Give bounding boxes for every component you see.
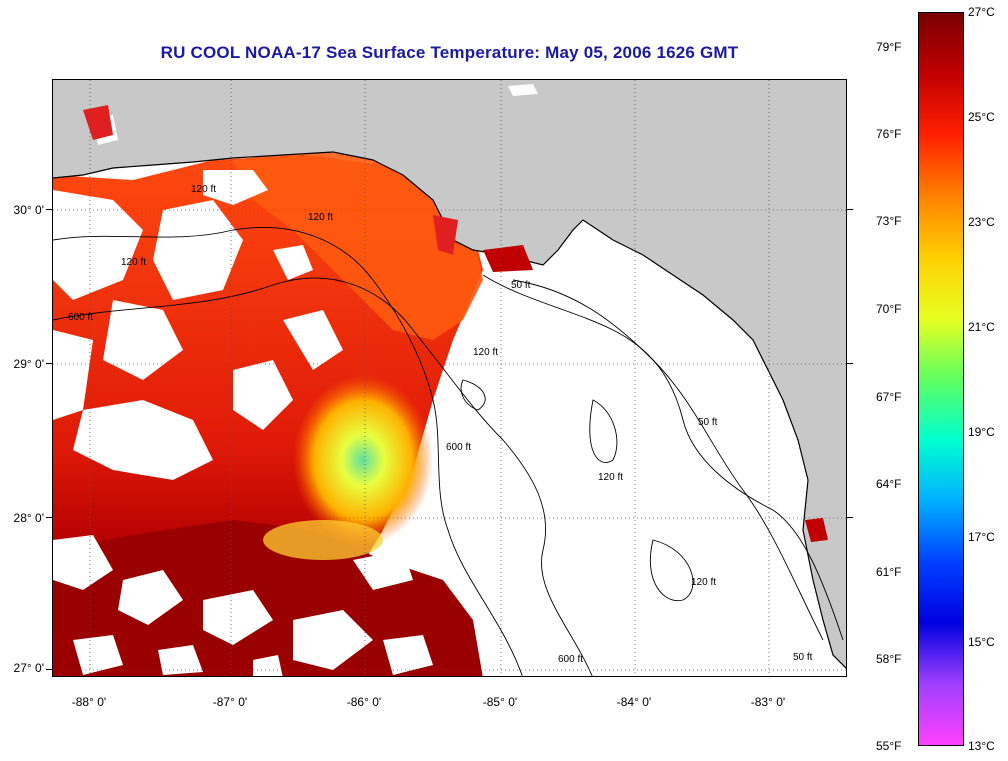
- contour-label: 120 ft: [191, 184, 216, 195]
- colorbar-c-label: 21°C: [968, 320, 995, 334]
- colorbar-f-label: 55°F: [876, 739, 902, 753]
- lon-label: -84° 0': [616, 695, 652, 709]
- colorbar-f-label: 67°F: [876, 390, 902, 404]
- lon-label: -85° 0': [482, 695, 518, 709]
- colorbar-c-label: 15°C: [968, 635, 995, 649]
- sst-map[interactable]: 120 ft 120 ft 120 ft 50 ft 600 ft 120 ft…: [52, 79, 847, 677]
- contour-label: 120 ft: [308, 212, 333, 223]
- lat-label: 29° 0': [13, 357, 44, 371]
- lat-label: 27° 0': [13, 661, 44, 675]
- bathymetry-contours: [53, 227, 844, 676]
- land-coast-north: [53, 80, 846, 668]
- contour-label: 600 ft: [558, 654, 583, 665]
- contour-label: 600 ft: [446, 442, 471, 453]
- colorbar-f-label: 64°F: [876, 477, 902, 491]
- contour-label: 120 ft: [121, 257, 146, 268]
- contour-label: 120 ft: [473, 347, 498, 358]
- contour-labels: 120 ft 120 ft 120 ft 50 ft 600 ft 120 ft…: [68, 184, 813, 665]
- colorbar-f-label: 58°F: [876, 652, 902, 666]
- lon-label: -88° 0': [71, 695, 107, 709]
- coastal-bay: [805, 518, 828, 542]
- lon-label: -83° 0': [750, 695, 786, 709]
- colorbar-c-label: 23°C: [968, 215, 995, 229]
- colorbar-f-label: 61°F: [876, 565, 902, 579]
- coastal-bay: [83, 105, 113, 140]
- colorbar-c-label: 25°C: [968, 110, 995, 124]
- colorbar-c-label: 27°C: [968, 5, 995, 19]
- contour-label: 50 ft: [698, 417, 718, 428]
- sst-cool-streak: [263, 520, 383, 560]
- lon-label: -87° 0': [212, 695, 248, 709]
- temperature-colorbar: [918, 12, 964, 746]
- contour-label: 120 ft: [691, 577, 716, 588]
- cloud-patches: [53, 170, 433, 676]
- coastline: [53, 151, 846, 669]
- colorbar-c-label: 17°C: [968, 530, 995, 544]
- graticule: [53, 80, 846, 676]
- colorbar-f-label: 73°F: [876, 214, 902, 228]
- sst-cool-patch: [293, 375, 433, 545]
- coastal-bay: [433, 215, 458, 255]
- sst-map-canvas: 120 ft 120 ft 120 ft 50 ft 600 ft 120 ft…: [53, 80, 846, 676]
- lat-label: 30° 0': [13, 203, 44, 217]
- lon-label: -86° 0': [346, 695, 382, 709]
- colorbar-f-label: 79°F: [876, 40, 902, 54]
- lat-label: 28° 0': [13, 511, 44, 525]
- coastal-bay: [483, 245, 533, 272]
- land-bay: [508, 84, 538, 96]
- contour-label: 600 ft: [68, 312, 93, 323]
- contour-label: 120 ft: [598, 472, 623, 483]
- colorbar-f-label: 76°F: [876, 127, 902, 141]
- colorbar-c-label: 13°C: [968, 739, 995, 753]
- colorbar-c-label: 19°C: [968, 425, 995, 439]
- contour-label: 50 ft: [793, 652, 813, 663]
- colorbar-f-label: 70°F: [876, 302, 902, 316]
- sst-shelf-band: [233, 150, 483, 340]
- contour-label: 50 ft: [511, 280, 531, 291]
- map-title: RU COOL NOAA-17 Sea Surface Temperature:…: [160, 43, 739, 62]
